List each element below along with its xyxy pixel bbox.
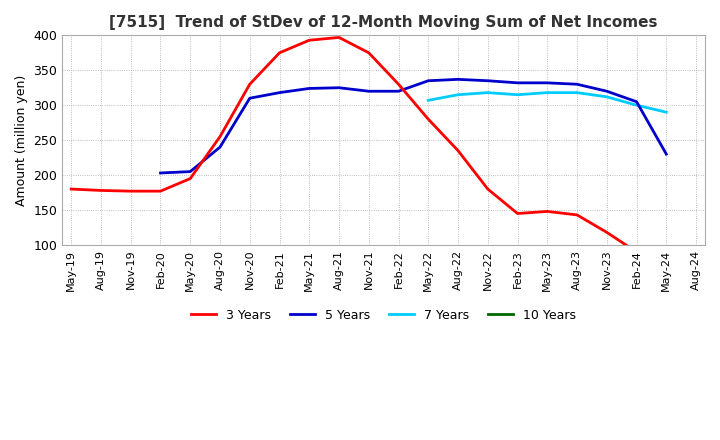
7 Years xyxy=(513,92,522,97)
3 Years xyxy=(395,81,403,87)
3 Years xyxy=(305,37,314,43)
7 Years xyxy=(632,103,641,108)
3 Years xyxy=(186,176,194,181)
5 Years xyxy=(572,81,581,87)
Y-axis label: Amount (million yen): Amount (million yen) xyxy=(15,74,28,206)
5 Years xyxy=(483,78,492,84)
7 Years xyxy=(543,90,552,95)
5 Years xyxy=(662,151,670,157)
5 Years xyxy=(275,90,284,95)
3 Years xyxy=(572,212,581,217)
3 Years xyxy=(216,134,225,139)
5 Years xyxy=(543,80,552,85)
Line: 3 Years: 3 Years xyxy=(71,37,666,256)
3 Years xyxy=(275,50,284,55)
3 Years xyxy=(632,249,641,255)
3 Years xyxy=(603,230,611,235)
Title: [7515]  Trend of StDev of 12-Month Moving Sum of Net Incomes: [7515] Trend of StDev of 12-Month Moving… xyxy=(109,15,658,30)
7 Years xyxy=(572,90,581,95)
5 Years xyxy=(603,88,611,94)
Legend: 3 Years, 5 Years, 7 Years, 10 Years: 3 Years, 5 Years, 7 Years, 10 Years xyxy=(186,304,581,327)
5 Years xyxy=(395,88,403,94)
7 Years xyxy=(454,92,462,97)
3 Years xyxy=(96,188,105,193)
7 Years xyxy=(424,98,433,103)
3 Years xyxy=(364,50,373,55)
3 Years xyxy=(424,117,433,122)
7 Years xyxy=(603,94,611,99)
3 Years xyxy=(67,187,76,192)
5 Years xyxy=(513,80,522,85)
3 Years xyxy=(335,35,343,40)
Line: 5 Years: 5 Years xyxy=(161,79,666,173)
3 Years xyxy=(483,187,492,192)
3 Years xyxy=(454,148,462,153)
7 Years xyxy=(662,110,670,115)
Line: 7 Years: 7 Years xyxy=(428,93,666,112)
5 Years xyxy=(454,77,462,82)
3 Years xyxy=(513,211,522,216)
5 Years xyxy=(335,85,343,90)
3 Years xyxy=(662,253,670,258)
5 Years xyxy=(216,144,225,150)
5 Years xyxy=(424,78,433,84)
3 Years xyxy=(156,188,165,194)
5 Years xyxy=(186,169,194,174)
7 Years xyxy=(483,90,492,95)
5 Years xyxy=(364,88,373,94)
3 Years xyxy=(127,188,135,194)
5 Years xyxy=(246,95,254,101)
3 Years xyxy=(246,81,254,87)
5 Years xyxy=(305,86,314,91)
5 Years xyxy=(632,99,641,104)
5 Years xyxy=(156,170,165,176)
3 Years xyxy=(543,209,552,214)
